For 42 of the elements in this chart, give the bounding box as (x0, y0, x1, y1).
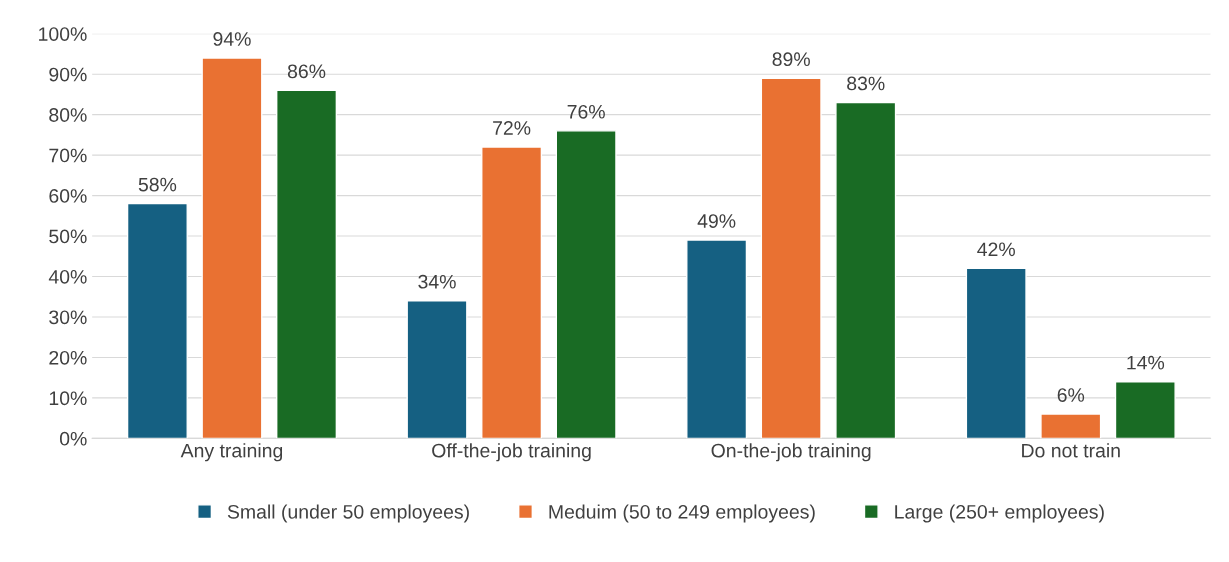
bar (276, 89, 338, 439)
data-label: 58% (138, 177, 177, 192)
x-tick-label: On-the-job training (711, 443, 871, 462)
y-tick-label: 70% (49, 148, 87, 163)
bar (481, 146, 543, 439)
bar (965, 267, 1027, 439)
data-label: 76% (567, 104, 605, 119)
data-label: 86% (287, 64, 326, 79)
data-label: 6% (1057, 388, 1085, 402)
y-tick-label: 20% (49, 350, 87, 365)
bar (406, 300, 468, 439)
data-label: 94% (213, 32, 251, 46)
data-label: 34% (418, 274, 456, 289)
y-tick-label: 100% (39, 27, 87, 41)
x-tick-label: Off-the-job training (432, 443, 591, 462)
y-tick-label: 40% (48, 269, 87, 284)
y-tick-label: 10% (49, 391, 87, 406)
y-tick-label: 60% (49, 189, 87, 203)
bar (1040, 413, 1102, 439)
bar (201, 57, 263, 439)
y-tick-label: 0% (59, 431, 87, 446)
y-tick-label: 80% (49, 108, 87, 122)
x-tick-label: Any training (180, 443, 283, 462)
bar (686, 239, 748, 439)
x-tick-label: Do not train (1022, 443, 1120, 458)
data-label: 14% (1127, 355, 1165, 370)
legend-label: Large (250+ employees) (895, 504, 1104, 523)
bar (555, 130, 617, 439)
data-label: 72% (493, 121, 531, 135)
data-label: 49% (697, 214, 736, 228)
bar (760, 77, 822, 439)
y-tick-label: 50% (49, 229, 87, 244)
legend-label: Small (under 50 employees) (227, 504, 469, 523)
data-label: 83% (847, 76, 885, 91)
y-tick-label: 90% (49, 67, 87, 82)
bar (835, 101, 897, 439)
y-tick-label: 30% (49, 310, 87, 325)
bar (126, 202, 188, 439)
data-label: 42% (977, 242, 1015, 257)
bar (1114, 381, 1176, 439)
legend-label: Meduim (50 to 249 employees) (549, 504, 815, 523)
data-label: 89% (772, 52, 810, 67)
